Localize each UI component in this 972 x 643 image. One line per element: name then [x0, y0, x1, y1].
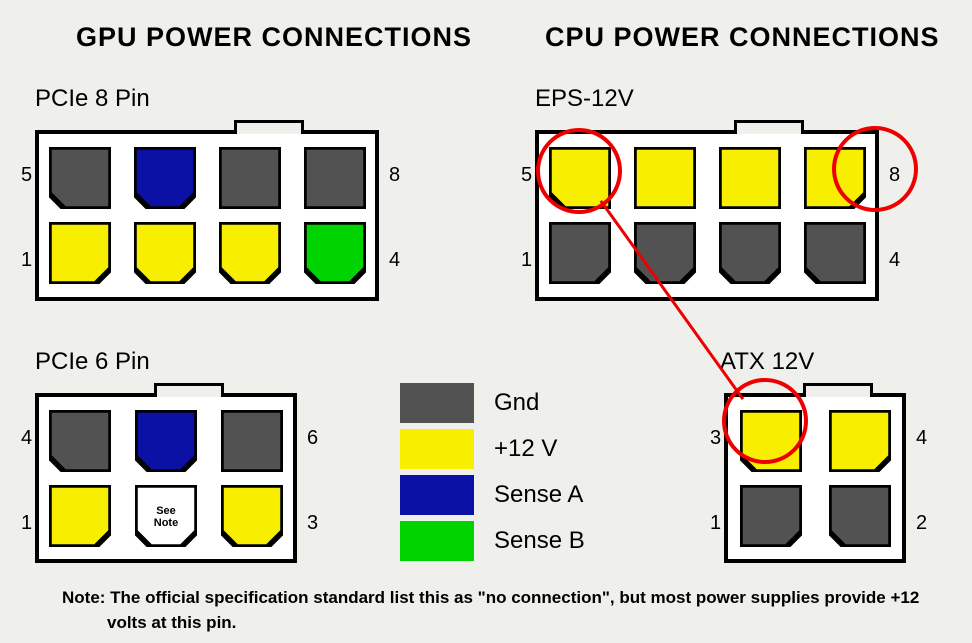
pcie8-pin-number: 4 — [389, 249, 400, 272]
pcie6-pin: See Note — [135, 485, 197, 547]
eps12v-pin-number: 1 — [521, 249, 532, 272]
pcie8-pin — [49, 147, 111, 209]
eps12v-pin — [804, 222, 866, 284]
pcie8-pin-number: 5 — [21, 164, 32, 187]
pcie8-clip — [234, 120, 304, 134]
legend-label: Sense B — [494, 527, 585, 555]
pcie6-row — [45, 410, 287, 472]
pcie8-pin — [304, 147, 366, 209]
pcie6-pin — [49, 485, 111, 547]
legend-label: +12 V — [494, 435, 557, 463]
pcie6-pin-number: 6 — [307, 427, 318, 450]
see-note-label: See Note — [135, 505, 197, 529]
pcie6-clip — [154, 383, 224, 397]
eps12v-title: EPS-12V — [535, 85, 634, 113]
atx12v-pin-number: 4 — [916, 427, 927, 450]
pcie6-pin — [49, 410, 111, 472]
atx12v-pin — [829, 410, 891, 472]
atx12v-title: ATX 12V — [720, 348, 814, 376]
atx12v-pin-number: 3 — [710, 427, 721, 450]
legend: Gnd +12 V Sense A Sense B — [400, 383, 585, 567]
legend-row: Gnd — [400, 383, 585, 423]
footer-note: Note: The official specification standar… — [62, 586, 932, 635]
pcie8-pin-number: 1 — [21, 249, 32, 272]
pcie8-pin-number: 8 — [389, 164, 400, 187]
pcie8-title: PCIe 8 Pin — [35, 85, 150, 113]
atx12v-pin-number: 1 — [710, 512, 721, 535]
pcie8-pin — [134, 147, 196, 209]
pcie6-connector: See Note4613 — [35, 393, 297, 563]
pcie8-pin — [134, 222, 196, 284]
atx12v-pin — [740, 485, 802, 547]
annotation-circle — [536, 128, 622, 214]
eps12v-pin — [719, 147, 781, 209]
eps12v-clip — [734, 120, 804, 134]
pcie8-pin — [49, 222, 111, 284]
eps12v-row — [545, 222, 869, 284]
pcie8-pin — [219, 222, 281, 284]
pcie6-pin — [135, 410, 197, 472]
pcie6-pin-number: 1 — [21, 512, 32, 535]
legend-swatch — [400, 429, 474, 469]
legend-swatch — [400, 521, 474, 561]
pcie8-pin — [219, 147, 281, 209]
legend-row: +12 V — [400, 429, 585, 469]
legend-label: Gnd — [494, 389, 539, 417]
pcie8-row — [45, 147, 369, 209]
legend-row: Sense A — [400, 475, 585, 515]
pcie6-pin — [221, 485, 283, 547]
legend-swatch — [400, 383, 474, 423]
eps12v-pin-number: 4 — [889, 249, 900, 272]
atx12v-clip — [803, 383, 873, 397]
pcie8-row — [45, 222, 369, 284]
gpu-section-title: GPU POWER CONNECTIONS — [76, 22, 472, 53]
legend-row: Sense B — [400, 521, 585, 561]
pcie6-row: See Note — [45, 485, 287, 547]
pcie6-pin-number: 3 — [307, 512, 318, 535]
eps12v-pin-number: 5 — [521, 164, 532, 187]
eps12v-pin — [634, 222, 696, 284]
pcie6-pin — [221, 410, 283, 472]
eps12v-pin — [634, 147, 696, 209]
atx12v-pin-number: 2 — [916, 512, 927, 535]
atx12v-pin — [829, 485, 891, 547]
eps12v-pin — [549, 222, 611, 284]
legend-swatch — [400, 475, 474, 515]
pcie8-pin — [304, 222, 366, 284]
legend-label: Sense A — [494, 481, 583, 509]
atx12v-row — [734, 485, 896, 547]
pcie8-connector: 5814 — [35, 130, 379, 301]
annotation-circle — [832, 126, 918, 212]
pcie6-title: PCIe 6 Pin — [35, 348, 150, 376]
cpu-section-title: CPU POWER CONNECTIONS — [545, 22, 940, 53]
pcie6-pin-number: 4 — [21, 427, 32, 450]
eps12v-pin — [719, 222, 781, 284]
